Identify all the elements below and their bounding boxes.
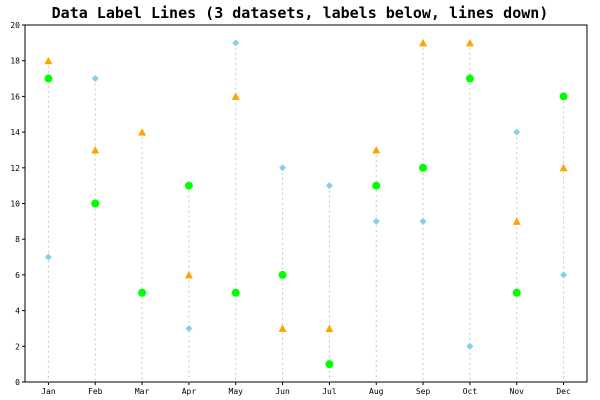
triangle-point <box>184 270 193 279</box>
diamond-point <box>372 217 380 225</box>
circle-point <box>91 199 100 208</box>
circle-point <box>44 74 53 83</box>
y-tick-label: 14 <box>10 128 20 137</box>
triangle-point <box>325 324 334 332</box>
triangle-point <box>372 145 381 154</box>
diamond-point <box>44 253 52 261</box>
chart-title: Data Label Lines (3 datasets, labels bel… <box>51 4 549 22</box>
triangle-point <box>138 128 147 136</box>
x-tick-label: Nov <box>510 387 525 396</box>
diamond-point <box>91 75 99 83</box>
circle-point <box>325 360 334 369</box>
diamond-point <box>419 217 427 225</box>
x-tick-label: Dec <box>556 387 571 396</box>
circle-point <box>512 288 521 297</box>
triangle-point <box>419 38 428 47</box>
triangle-point <box>91 145 100 154</box>
y-tick-label: 10 <box>10 200 20 209</box>
x-tick-label: Apr <box>182 387 197 396</box>
x-tick-label: Jul <box>322 387 337 396</box>
diamond-point <box>279 164 287 172</box>
x-tick-label: Oct <box>463 387 478 396</box>
y-tick-label: 2 <box>15 342 20 351</box>
diamond-point <box>513 128 521 136</box>
diamond-point <box>185 324 193 332</box>
x-tick-label: May <box>229 387 244 396</box>
diamond-point <box>232 39 240 47</box>
triangle-point <box>231 92 240 100</box>
y-tick-label: 16 <box>10 92 20 101</box>
diamond-point <box>325 182 333 190</box>
circle-point <box>559 92 568 101</box>
y-tick-label: 4 <box>15 307 20 316</box>
circle-point <box>184 181 193 190</box>
circle-point <box>372 181 381 190</box>
y-tick-label: 20 <box>10 21 20 30</box>
circle-point <box>465 74 474 83</box>
triangle-point <box>559 163 568 172</box>
diamond-point <box>560 271 568 279</box>
y-tick-label: 18 <box>10 57 20 66</box>
circle-point <box>278 270 287 279</box>
circle-point <box>231 288 240 297</box>
circle-point <box>419 163 428 172</box>
y-tick-label: 8 <box>15 235 20 244</box>
x-tick-label: Jan <box>41 387 56 396</box>
y-tick-label: 0 <box>15 378 20 387</box>
y-tick-label: 6 <box>15 271 20 280</box>
x-tick-label: Jun <box>275 387 290 396</box>
circle-point <box>138 288 147 297</box>
plot-frame <box>24 24 588 383</box>
y-tick-label: 12 <box>10 164 20 173</box>
triangle-point <box>278 324 287 332</box>
x-tick-label: Aug <box>369 387 384 396</box>
x-tick-label: Sep <box>416 387 431 396</box>
triangle-point <box>44 56 53 65</box>
x-tick-label: Mar <box>135 387 150 396</box>
triangle-point <box>465 38 474 47</box>
x-tick-label: Feb <box>88 387 103 396</box>
triangle-point <box>512 217 521 225</box>
diamond-point <box>466 342 474 350</box>
